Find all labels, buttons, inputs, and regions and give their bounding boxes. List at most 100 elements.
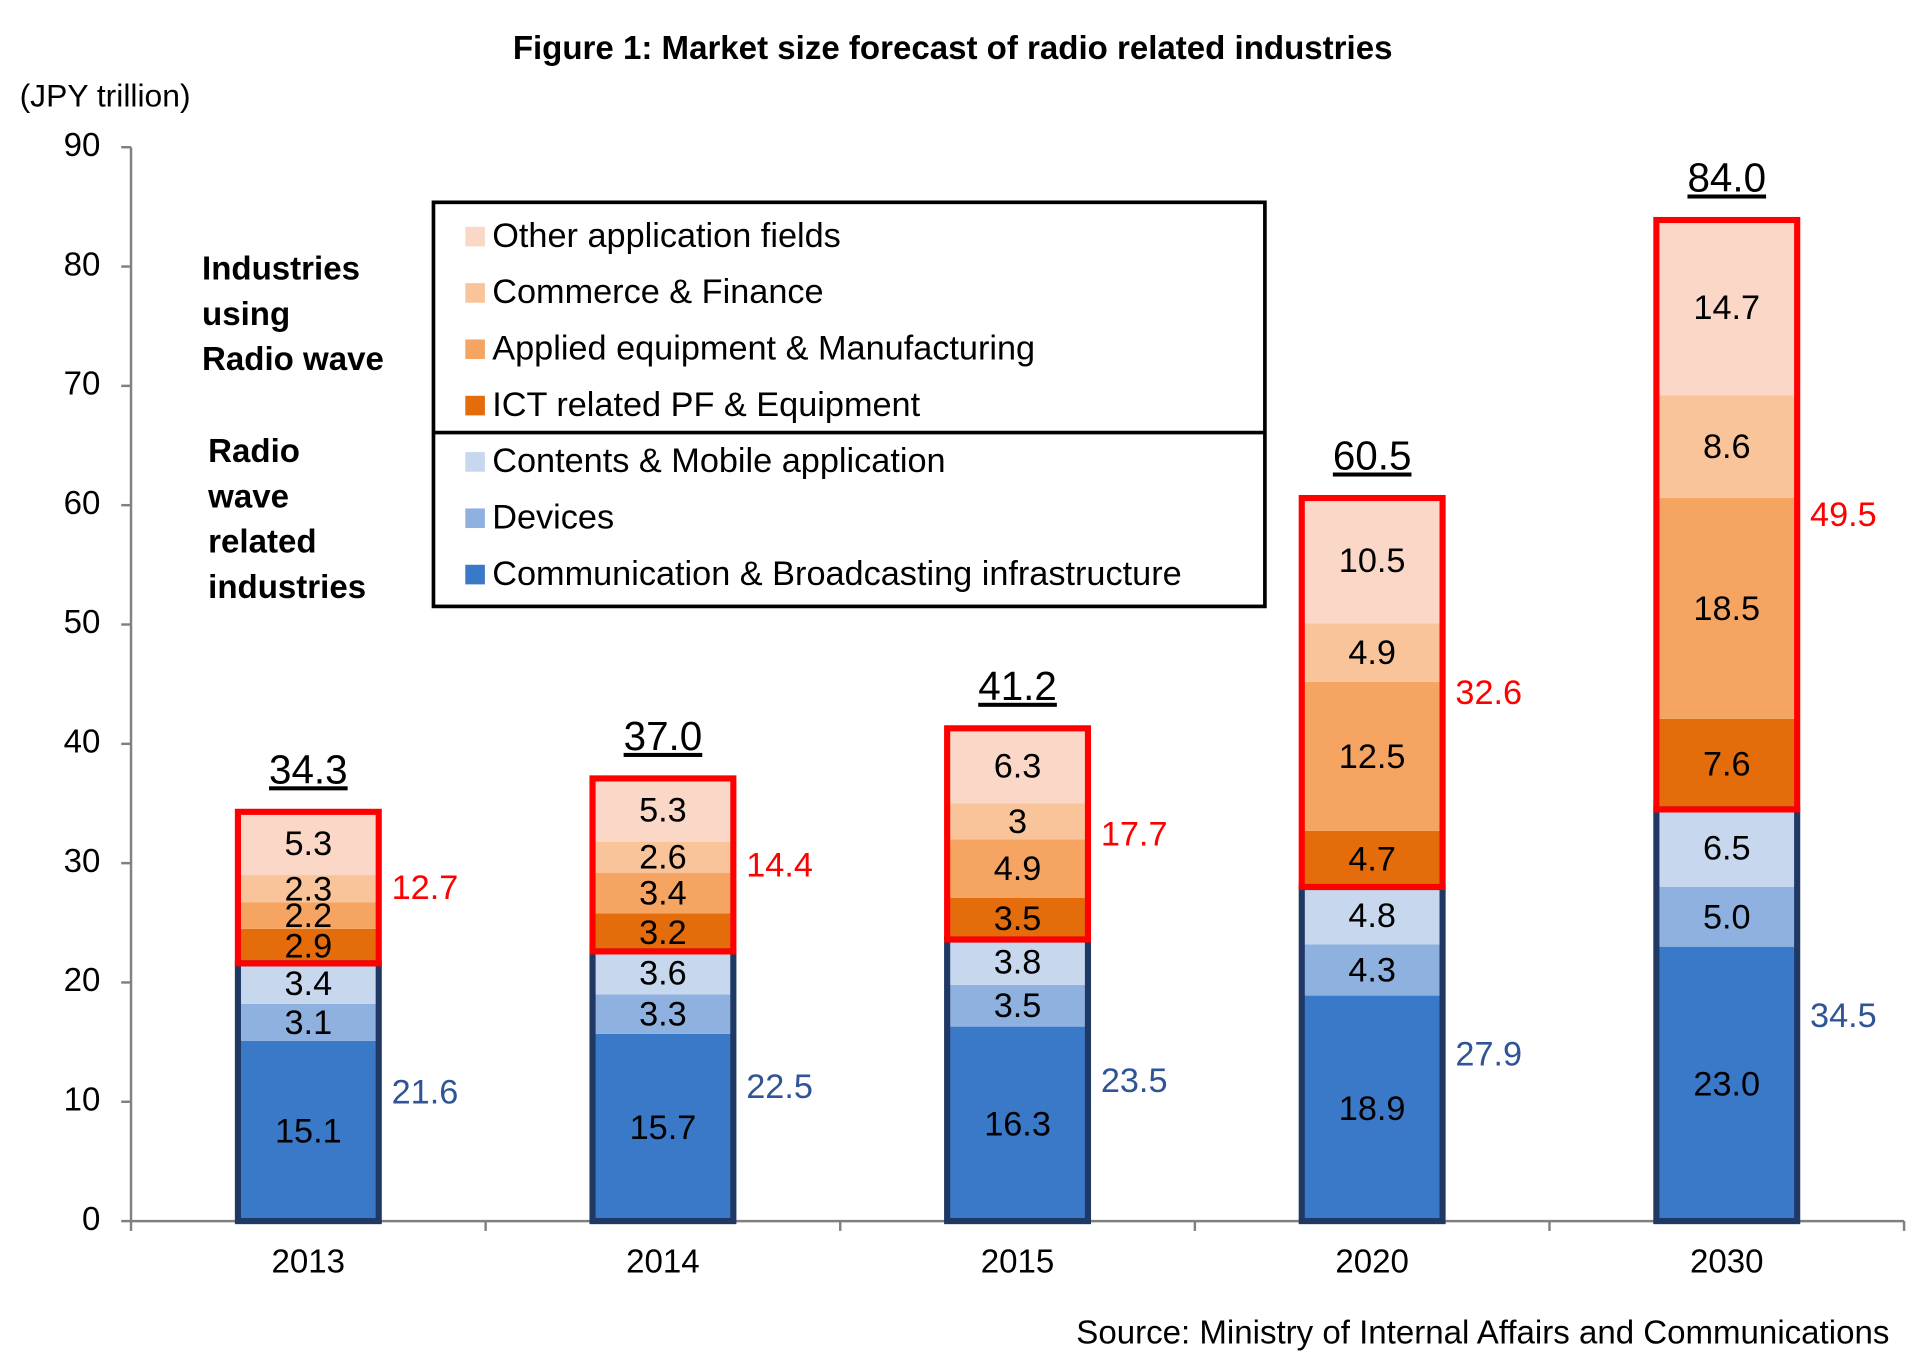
segment-label: 5.3 [285, 825, 333, 863]
bar-segment [592, 994, 734, 1034]
legend-box [431, 200, 1267, 609]
bar-segment [592, 1033, 734, 1222]
x-tick-label: 2030 [1690, 1244, 1764, 1281]
bar-segment [947, 803, 1088, 840]
segment-label: 4.7 [1348, 840, 1396, 878]
total-label: 41.2 [978, 663, 1057, 709]
bar-segment [1656, 220, 1798, 396]
y-axis-label: (JPY trillion) [20, 78, 191, 114]
bar-segment [1656, 946, 1798, 1222]
bar-segment [1656, 809, 1798, 888]
legend-label: Applied equipment & Manufacturing [492, 330, 1035, 368]
bar-segment [1301, 623, 1443, 682]
segment-label: 2.6 [639, 839, 687, 877]
x-tick-label: 2020 [1335, 1244, 1409, 1281]
group-label: Radio [208, 433, 300, 470]
y-tick-label: 70 [64, 366, 101, 403]
bar-segment [947, 839, 1088, 898]
group-total-label: 22.5 [746, 1068, 813, 1106]
group-total-label: 17.7 [1101, 815, 1168, 853]
segment-label: 4.3 [1348, 951, 1396, 989]
group-total-label: 49.5 [1810, 496, 1877, 534]
y-tick-label: 60 [64, 485, 101, 522]
segment-label: 3 [1008, 803, 1027, 841]
bar-segment [592, 778, 734, 842]
group-label: Industries [202, 251, 360, 288]
segment-label: 3.5 [994, 987, 1042, 1025]
bar-segment [1301, 681, 1443, 831]
bar-segment [947, 939, 1088, 985]
segment-label: 4.8 [1348, 897, 1396, 935]
segment-label: 10.5 [1339, 542, 1406, 580]
segment-label: 3.8 [994, 944, 1042, 982]
group-total-label: 32.6 [1455, 674, 1522, 712]
segment-label: 4.9 [1348, 634, 1396, 672]
group-border [1653, 216, 1801, 813]
group-label: Radio wave [202, 341, 384, 378]
total-label: 37.0 [624, 713, 703, 759]
bar-segment [237, 1003, 379, 1041]
bar-segment [1301, 944, 1443, 996]
group-label: using [202, 296, 290, 333]
segment-label: 15.1 [275, 1113, 342, 1151]
bar-segment [237, 902, 379, 929]
bar-segment [1656, 395, 1798, 499]
segment-label: 2.2 [285, 897, 333, 935]
bar-segment [1301, 887, 1443, 945]
group-total-label: 21.6 [392, 1074, 459, 1112]
segment-label: 4.9 [994, 850, 1042, 888]
segment-label: 15.7 [630, 1109, 697, 1147]
segment-label: 2.3 [285, 870, 333, 908]
group-border [589, 775, 737, 955]
segment-label: 5.0 [1703, 898, 1751, 936]
source: Source: Ministry of Internal Affairs and… [1076, 1315, 1889, 1352]
segment-label: 3.2 [639, 914, 687, 952]
bar-segment [592, 841, 734, 873]
y-tick-label: 50 [64, 604, 101, 641]
segment-label: 14.7 [1693, 289, 1760, 327]
bar-segment [1656, 887, 1798, 947]
segment-label: 6.3 [994, 747, 1042, 785]
group-total-label: 12.7 [392, 869, 459, 907]
segment-label: 12.5 [1339, 738, 1406, 776]
bar-segment [1301, 830, 1443, 888]
bar-segment [1656, 718, 1798, 810]
segment-label: 2.9 [285, 928, 333, 966]
segment-label: 5.3 [639, 792, 687, 830]
y-tick-label: 10 [64, 1082, 101, 1119]
chart-title: Figure 1: Market size forecast of radio … [513, 30, 1393, 67]
group-total-label: 27.9 [1455, 1036, 1522, 1074]
legend-swatch [465, 339, 485, 360]
bar-segment [237, 963, 379, 1004]
group-border [234, 808, 382, 967]
group-label: wave [207, 478, 289, 515]
segment-label: 3.4 [639, 874, 687, 912]
legend-swatch [465, 395, 485, 416]
segment-label: 3.3 [639, 996, 687, 1034]
legend-swatch [465, 508, 485, 529]
segment-label: 3.1 [285, 1004, 333, 1042]
segment-label: 3.4 [285, 965, 333, 1003]
segment-label: 23.0 [1693, 1065, 1760, 1103]
segment-label: 16.3 [984, 1105, 1051, 1143]
legend-swatch [465, 226, 485, 247]
x-tick-label: 2013 [272, 1244, 346, 1281]
bar-segment [237, 875, 379, 903]
x-tick-label: 2014 [626, 1244, 700, 1281]
legend-label: Devices [492, 499, 614, 537]
bar-segment [947, 728, 1088, 804]
legend-label: Contents & Mobile application [492, 442, 945, 480]
legend-swatch [465, 564, 485, 585]
bar-segment [947, 897, 1088, 940]
total-label: 60.5 [1333, 433, 1412, 479]
segment-label: 6.5 [1703, 830, 1751, 868]
bar-segment [1301, 995, 1443, 1222]
y-tick-label: 80 [64, 246, 101, 283]
group-total-label: 23.5 [1101, 1062, 1168, 1100]
group-border [944, 725, 1092, 943]
legend-swatch [465, 452, 485, 472]
legend-label: Commerce & Finance [492, 273, 823, 311]
group-total-label: 34.5 [1810, 997, 1877, 1035]
legend-label: Other application fields [492, 217, 841, 255]
